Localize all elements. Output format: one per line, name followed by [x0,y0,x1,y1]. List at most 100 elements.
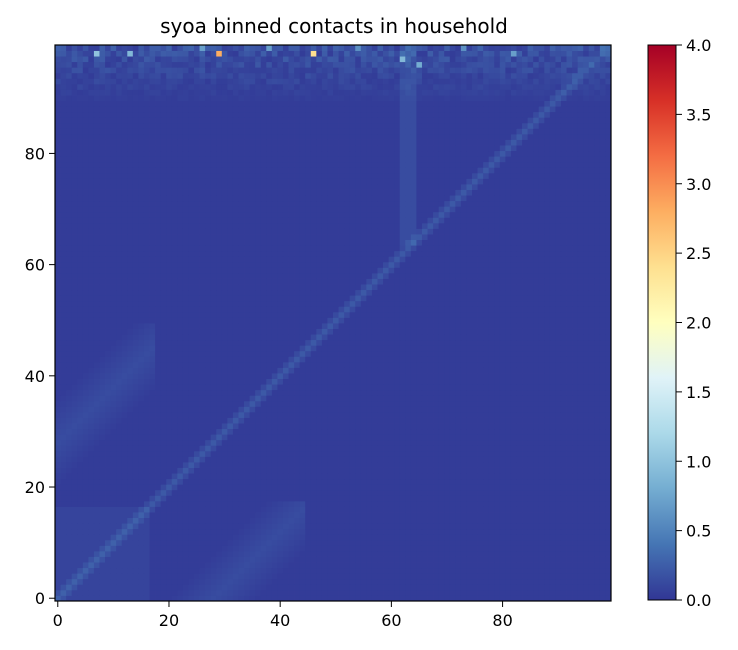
heatmap-cell [344,473,351,480]
heatmap-cell [182,539,189,546]
heatmap-cell [344,361,351,368]
heatmap-cell [188,389,195,396]
heatmap-cell [472,456,478,463]
heatmap-cell [66,406,73,413]
heatmap-cell [71,406,78,413]
heatmap-cell [310,395,317,402]
heatmap-cell [232,562,239,569]
heatmap-cell [321,595,328,602]
heatmap-cell [149,467,156,474]
heatmap-cell [282,595,289,602]
heatmap-cell [605,462,612,468]
heatmap-cell [588,434,595,441]
heatmap-cell [566,378,573,385]
heatmap-cell [260,428,267,435]
heatmap-cell [221,400,228,407]
heatmap-cell [344,506,351,513]
heatmap-cell [110,389,117,396]
heatmap-cell [583,523,590,530]
heatmap-cell [177,539,184,546]
heatmap-cell [544,478,551,485]
heatmap-cell [599,434,606,441]
heatmap-cell [533,417,540,424]
heatmap-cell [472,512,478,518]
heatmap-cell [299,400,306,407]
heatmap-cell [77,578,84,585]
heatmap-cell [383,439,389,446]
heatmap-cell [238,528,245,535]
heatmap-cell [199,411,206,418]
heatmap-cell [294,545,301,552]
heatmap-cell [499,478,506,485]
heatmap-cell [171,473,178,480]
heatmap-cell [132,495,139,502]
heatmap-cell [588,562,595,569]
heatmap-cell [177,378,184,385]
heatmap-cell [449,423,456,430]
heatmap-cell [371,434,378,441]
heatmap-cell [544,506,551,513]
heatmap-cell [238,428,245,435]
heatmap-cell [305,584,312,591]
heatmap-cell [360,467,367,474]
heatmap-cell [377,423,384,430]
heatmap-cell [477,495,484,502]
heatmap-cell [416,334,423,341]
heatmap-cell [227,556,234,563]
heatmap-cell [366,589,373,596]
heatmap-cell [371,506,378,513]
heatmap-cell [321,356,328,363]
heatmap-cell [99,445,106,452]
heatmap-cell [82,550,89,557]
heatmap-cell [166,567,173,574]
heatmap-cell [294,367,301,374]
heatmap-cell [522,389,528,396]
heatmap-cell [105,550,111,557]
heatmap-cell [560,562,567,569]
heatmap-cell [594,384,601,391]
heatmap-cell [427,462,434,468]
heatmap-cell [260,467,267,474]
heatmap-cell [383,356,389,363]
heatmap-cell [299,595,306,602]
heatmap-cell [538,428,545,435]
heatmap-cell [77,539,84,546]
heatmap-cell [232,556,239,563]
heatmap-cell [249,406,256,413]
heatmap-cell [82,423,89,430]
heatmap-cell [205,484,212,491]
heatmap-cell [77,478,84,485]
heatmap-cell [555,500,562,507]
heatmap-cell [366,339,373,346]
heatmap-cell [449,528,456,535]
heatmap-cell [93,562,100,569]
heatmap-cell [505,350,512,357]
heatmap-cell [344,550,351,557]
heatmap-cell [294,378,301,385]
heatmap-cell [333,434,339,441]
heatmap-cell [566,323,573,329]
heatmap-cell [321,395,328,402]
heatmap-cell [533,562,540,569]
heatmap-cell [199,423,206,430]
heatmap-cell [105,528,111,535]
heatmap-cell [182,417,189,424]
heatmap-cell [466,467,473,474]
heatmap-cell [394,450,401,457]
heatmap-cell [566,567,573,574]
heatmap-cell [366,334,373,341]
heatmap-cell [288,411,295,418]
heatmap-cell [338,523,345,530]
heatmap-cell [360,423,367,430]
heatmap-cell [110,450,117,457]
heatmap-cell [455,328,462,335]
heatmap-cell [560,467,567,474]
heatmap-cell [488,528,495,535]
heatmap-cell [88,384,95,391]
heatmap-cell [599,495,606,502]
heatmap-cell [549,450,556,457]
heatmap-cell [110,345,117,352]
heatmap-cell [316,562,323,569]
heatmap-cell [405,489,412,496]
heatmap-cell [99,345,106,352]
